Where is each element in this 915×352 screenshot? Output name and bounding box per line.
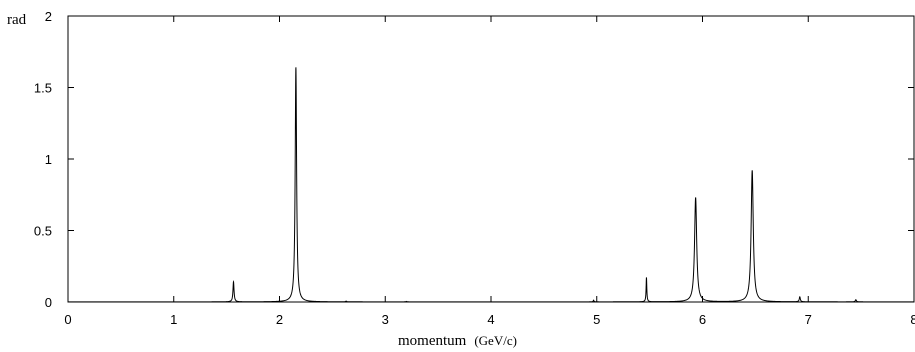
x-axis-label-quantity: momentum	[398, 333, 467, 349]
series-line	[68, 67, 914, 303]
x-tick-label: 0	[64, 312, 71, 327]
plot-frame	[67, 15, 915, 303]
x-axis-label: momentum (GeV/c)	[398, 332, 517, 349]
y-tick-label: 1.5	[34, 81, 52, 96]
x-tick-label: 7	[805, 312, 812, 327]
x-tick-label: 2	[276, 312, 283, 327]
y-tick-label: 1	[45, 152, 52, 167]
x-tick-label: 5	[593, 312, 600, 327]
y-tick-label: 0	[45, 295, 52, 310]
y-tick-label: 2	[45, 9, 52, 24]
y-tick-label: 0.5	[34, 224, 52, 239]
x-tick-label: 8	[910, 312, 915, 327]
x-tick-label: 1	[170, 312, 177, 327]
x-tick-label: 3	[382, 312, 389, 327]
x-axis-label-unit: (GeV/c)	[474, 333, 517, 348]
x-tick-label: 6	[699, 312, 706, 327]
y-axis-label: rad	[7, 12, 27, 28]
ticks: 0 1 2 3 4 5 6 7 8 0 0.5 1 1.5 2	[34, 9, 915, 327]
axes	[67, 15, 915, 303]
x-tick-label: 4	[487, 312, 494, 327]
